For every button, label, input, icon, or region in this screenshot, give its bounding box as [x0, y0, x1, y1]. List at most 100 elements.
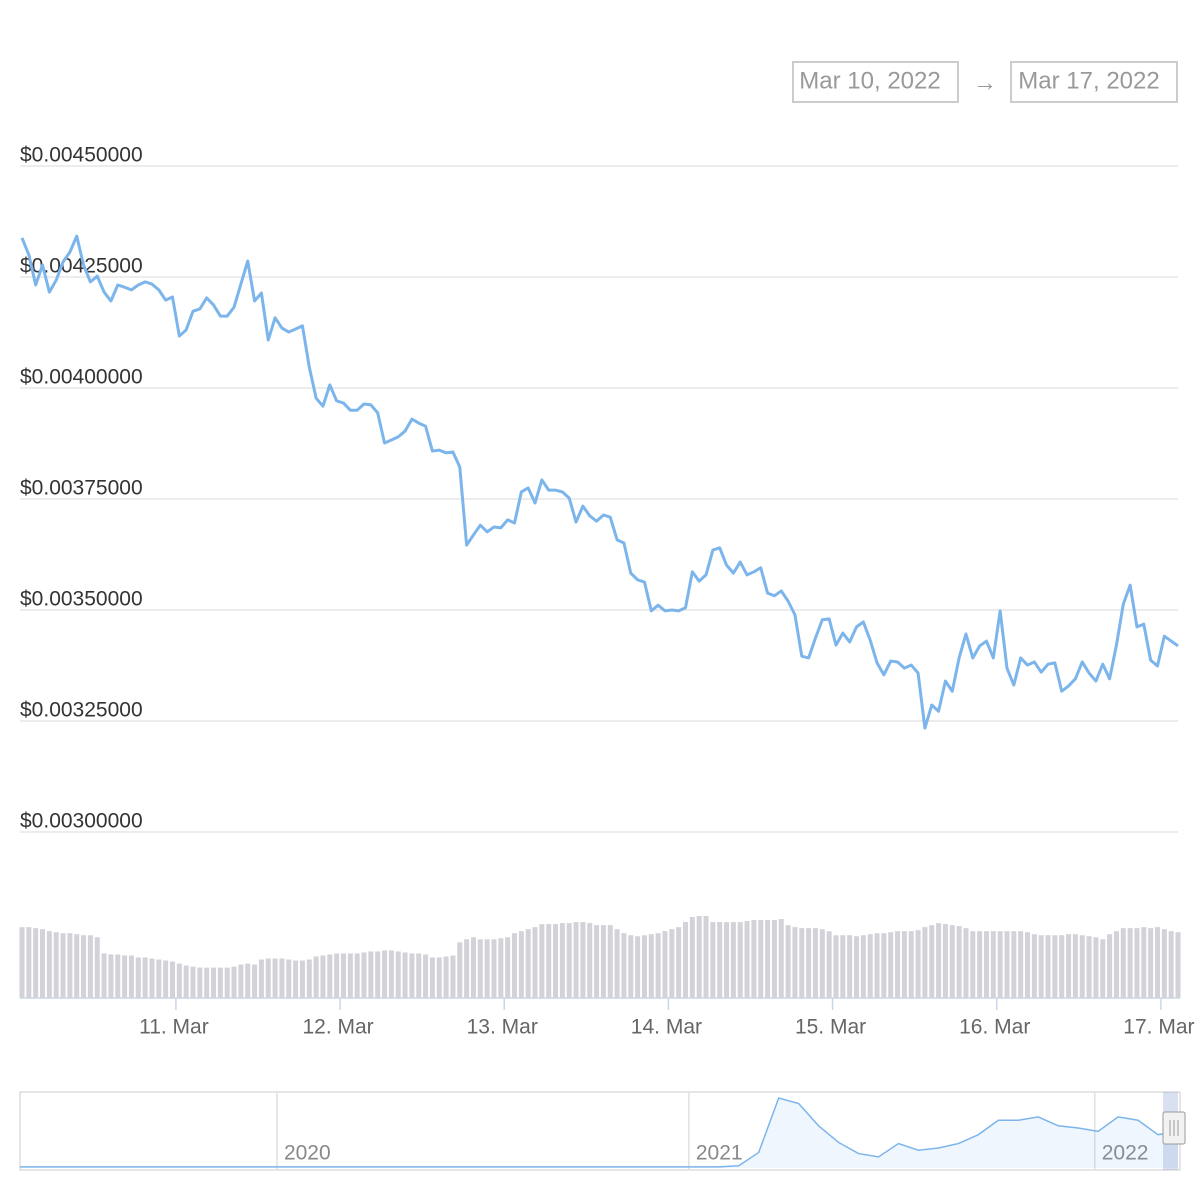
volume-bar [765, 920, 771, 998]
volume-bar [163, 960, 169, 998]
volume-bar [46, 931, 52, 998]
volume-bar [74, 934, 80, 998]
x-tick-label: 14. Mar [631, 1016, 702, 1039]
volume-bar [94, 937, 100, 998]
volume-bar [115, 954, 121, 998]
volume-bar [245, 963, 251, 998]
volume-bar [600, 925, 606, 998]
date-input-box[interactable] [792, 61, 959, 103]
volume-bar [429, 957, 435, 998]
volume-bar [53, 932, 59, 998]
volume-bar [867, 934, 873, 998]
volume-bar [279, 958, 285, 998]
volume-bar [217, 967, 223, 998]
navigator-handle[interactable] [1162, 1111, 1186, 1145]
y-tick-label: $0.00300000 [20, 810, 143, 833]
volume-bar [142, 957, 148, 998]
volume-bar [33, 928, 39, 998]
volume-bar [265, 958, 271, 998]
date-from[interactable]: Mar 10, 2022 [799, 67, 940, 94]
volume-bar [190, 966, 196, 998]
price-line [20, 234, 1179, 730]
x-tick-label: 16. Mar [959, 1016, 1030, 1039]
volume-bar [1148, 928, 1154, 998]
volume-bar [197, 967, 203, 998]
volume-bar [881, 933, 887, 998]
y-tick-label: $0.00425000 [20, 255, 143, 278]
volume-bar [1154, 927, 1160, 998]
volume-bar [135, 957, 141, 998]
volume-bar [895, 931, 901, 998]
volume-bar [819, 929, 825, 998]
volume-bar [812, 928, 818, 998]
volume-bar [580, 922, 586, 998]
volume-bar [854, 936, 860, 998]
volume-bar [108, 954, 114, 998]
volume-bar [655, 933, 661, 998]
volume-bar [40, 929, 46, 998]
volume-bar [464, 939, 470, 998]
date-input-box[interactable] [1010, 61, 1178, 103]
volume-bar [252, 964, 258, 998]
volume-bar [553, 924, 559, 998]
x-tick-label: 11. Mar [139, 1016, 209, 1039]
volume-bar [621, 933, 627, 998]
volume-bar [676, 927, 682, 998]
volume-bar [689, 917, 695, 998]
volume-bar [1018, 931, 1024, 998]
volume-bar [258, 959, 264, 998]
volume-bar [949, 925, 955, 998]
volume-bar [942, 924, 948, 998]
volume-bar [922, 927, 928, 998]
volume-bar [1031, 934, 1037, 998]
volume-bar [450, 955, 456, 998]
volume-bar [915, 930, 921, 998]
volume-bar [361, 952, 367, 998]
volume-bar [594, 925, 600, 998]
date-to[interactable]: Mar 17, 2022 [1018, 67, 1159, 94]
volume-bar [1052, 935, 1058, 998]
volume-bar [724, 922, 730, 998]
volume-bar [573, 922, 579, 998]
volume-bar [956, 926, 962, 998]
volume-bar [375, 951, 381, 998]
volume-bar [662, 931, 668, 998]
volume-bar [1141, 927, 1147, 998]
volume-bar [1113, 931, 1119, 998]
volume-bar [67, 933, 73, 998]
volume-bar [313, 956, 319, 998]
volume-bar [717, 922, 723, 998]
volume-bar [737, 922, 743, 998]
navigator-area [20, 1098, 1178, 1168]
volume-bar [901, 931, 907, 998]
volume-bar [1038, 935, 1044, 998]
y-tick-label: $0.00450000 [20, 144, 143, 167]
volume-bar [334, 953, 340, 998]
volume-bar [1011, 931, 1017, 998]
volume-bar [320, 955, 326, 998]
volume-bar [327, 954, 333, 998]
volume-bar [443, 956, 449, 998]
volume-bar [1107, 934, 1113, 998]
volume-bar [997, 931, 1003, 998]
volume-bar [183, 965, 189, 998]
volume-bar [683, 922, 689, 998]
x-tick-label: 17. Mar [1123, 1016, 1194, 1039]
volume-bar [833, 935, 839, 998]
volume-bar [416, 953, 422, 998]
volume-bar [156, 959, 162, 998]
volume-bar [19, 927, 25, 998]
volume-bar [211, 967, 217, 998]
volume-bar [505, 937, 511, 998]
volume-bar [744, 921, 750, 998]
volume-bar [970, 931, 976, 998]
volume-bar [122, 955, 128, 998]
y-tick-label: $0.00325000 [20, 699, 143, 722]
volume-bar [1120, 928, 1126, 998]
volume-bar [1072, 934, 1078, 998]
volume-bar [977, 931, 983, 998]
volume-bar [641, 935, 647, 998]
volume-bar [491, 939, 497, 998]
volume-bar [587, 923, 593, 998]
volume-bar [286, 959, 292, 998]
